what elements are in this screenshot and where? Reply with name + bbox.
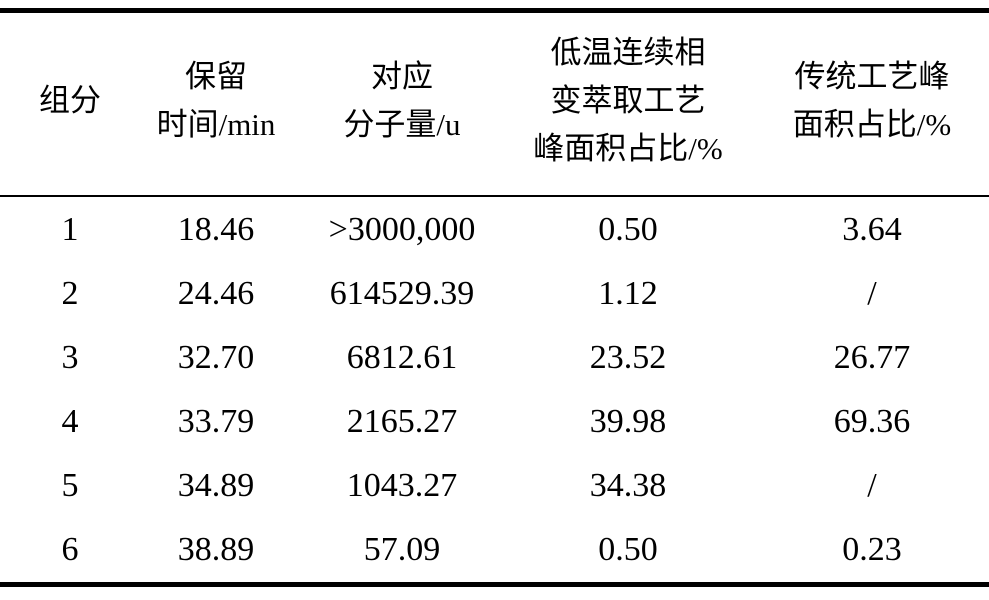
cell: 0.50 [598, 211, 658, 248]
header-cell: 分子量/u [343, 107, 460, 142]
cell: 39.98 [590, 403, 667, 440]
header-cell: 传统工艺峰 [795, 59, 950, 94]
header-cell: 峰面积占比/% [533, 131, 722, 166]
header-cell: 面积占比/% [793, 107, 951, 142]
cell: >3000,000 [329, 211, 476, 248]
cell: 24.46 [178, 275, 255, 312]
cell: 3 [62, 339, 79, 376]
cell: 18.46 [178, 211, 255, 248]
header-rule [0, 195, 989, 197]
cell: 4 [62, 403, 79, 440]
cell: 1 [62, 211, 79, 248]
cell: 1.12 [598, 275, 658, 312]
cell: 5 [62, 467, 79, 504]
cell: 1043.27 [347, 467, 458, 504]
cell: 57.09 [364, 531, 441, 568]
cell: 2 [62, 275, 79, 312]
cell: 3.64 [842, 211, 902, 248]
cell: 34.38 [590, 467, 667, 504]
cell: 614529.39 [330, 275, 475, 312]
cell: / [867, 275, 877, 312]
cell: 6812.61 [347, 339, 458, 376]
cell: 23.52 [590, 339, 667, 376]
header-cell: 低温连续相 [551, 35, 706, 70]
header-cell: 变萃取工艺 [551, 83, 706, 118]
header-cell: 保留 [185, 59, 247, 94]
cell: 34.89 [178, 467, 255, 504]
cell: 0.23 [842, 531, 902, 568]
cell: 33.79 [178, 403, 255, 440]
header-cell: 时间/min [157, 107, 276, 142]
header-cell: 组分 [39, 83, 101, 118]
cell: 2165.27 [347, 403, 458, 440]
cell: 38.89 [178, 531, 255, 568]
top-rule [0, 8, 989, 13]
bottom-rule [0, 582, 989, 587]
cell: 69.36 [834, 403, 911, 440]
cell: 32.70 [178, 339, 255, 376]
cell: / [867, 467, 877, 504]
cell: 26.77 [834, 339, 911, 376]
cell: 0.50 [598, 531, 658, 568]
cell: 6 [62, 531, 79, 568]
header-cell: 对应 [371, 59, 433, 94]
